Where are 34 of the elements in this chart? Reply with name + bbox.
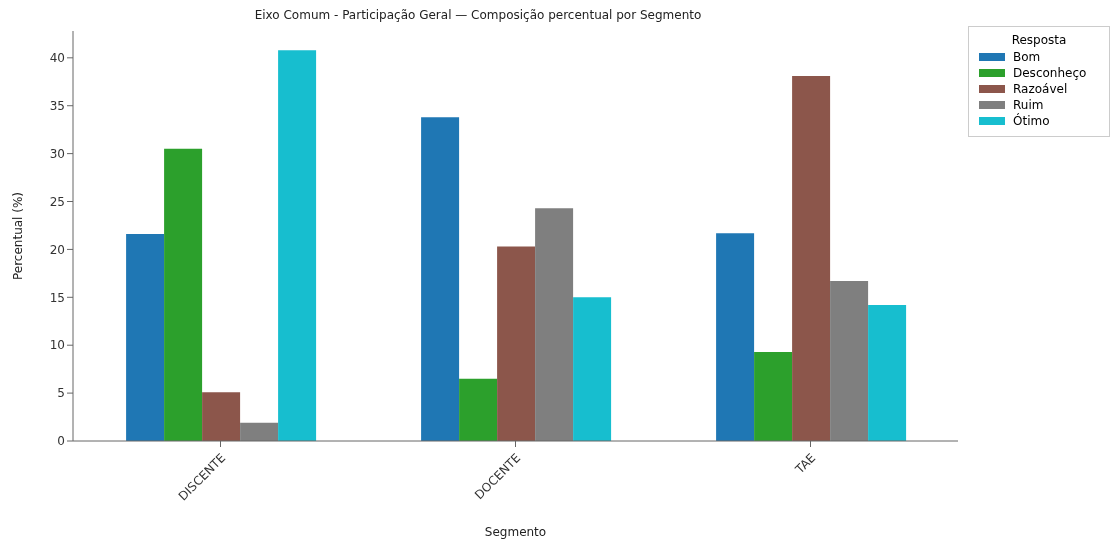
legend-label: Desconheço	[1013, 66, 1087, 80]
bar	[716, 233, 755, 441]
bar	[202, 392, 241, 441]
bar	[459, 378, 498, 441]
bar	[754, 351, 793, 441]
x-tick-label: TAE	[791, 450, 819, 478]
legend-title: Resposta	[1010, 33, 1068, 47]
y-tick-label: 0	[57, 434, 65, 449]
y-tick-label: 10	[49, 338, 65, 353]
bar	[240, 422, 279, 441]
bar	[573, 297, 612, 441]
legend-label: Razoável	[1013, 82, 1068, 96]
bar	[126, 234, 165, 441]
legend-label: Ruim	[1013, 98, 1044, 112]
y-tick-label: 25	[49, 194, 65, 209]
bar	[278, 50, 317, 441]
bar	[164, 148, 203, 441]
y-tick-label: 20	[49, 242, 65, 257]
bar	[792, 76, 831, 441]
bar	[497, 246, 536, 441]
bar	[868, 304, 907, 441]
legend-label: Bom	[1013, 50, 1041, 64]
bar	[830, 281, 869, 441]
bar	[421, 117, 460, 441]
bar	[535, 208, 574, 441]
x-axis-title: Segmento	[484, 525, 547, 539]
chart-title: Eixo Comum - Participação Geral — Composição percentual por Segmento	[253, 8, 703, 24]
y-tick-label: 35	[49, 98, 65, 113]
y-tick-label: 30	[49, 146, 65, 161]
y-tick-label: 15	[49, 290, 65, 305]
legend-label: Ótimo	[1013, 114, 1050, 128]
y-axis-title: Percentual (%)	[11, 191, 26, 281]
y-tick-label: 5	[57, 386, 65, 401]
y-tick-label: 40	[49, 51, 65, 66]
